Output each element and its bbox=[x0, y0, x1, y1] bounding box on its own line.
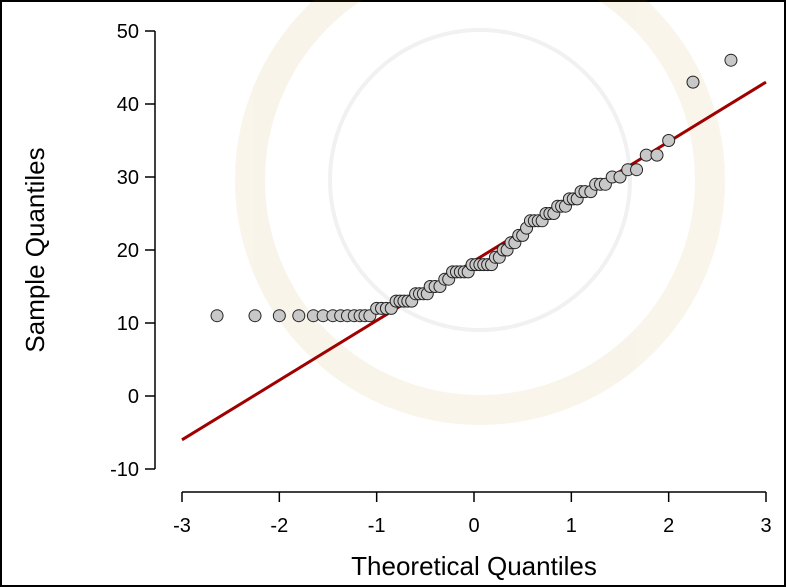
point bbox=[639, 148, 653, 162]
y-tick-label: -10 bbox=[110, 459, 139, 481]
x-tick-label: 1 bbox=[566, 515, 577, 537]
point bbox=[248, 309, 262, 323]
point bbox=[292, 309, 306, 323]
point bbox=[662, 134, 676, 147]
point bbox=[210, 309, 224, 323]
y-tick-label: 30 bbox=[117, 167, 139, 189]
y-tick-label: 20 bbox=[117, 240, 139, 262]
y-axis-title: Sample Quantiles bbox=[20, 147, 50, 352]
x-tick-label: 3 bbox=[760, 515, 771, 537]
point bbox=[272, 309, 286, 323]
x-tick-label: -3 bbox=[173, 515, 191, 537]
x-tick-label: -2 bbox=[270, 515, 288, 537]
watermark bbox=[235, 0, 725, 425]
x-tick-label: 2 bbox=[663, 515, 674, 537]
point bbox=[630, 163, 644, 177]
y-tick-label: 10 bbox=[117, 313, 139, 335]
x-tick-label: 0 bbox=[468, 515, 479, 537]
point bbox=[686, 75, 700, 89]
x-tick-label: -1 bbox=[368, 515, 386, 537]
y-tick-label: 40 bbox=[117, 94, 139, 116]
y-tick-label: 0 bbox=[128, 386, 139, 408]
x-axis-title: Theoretical Quantiles bbox=[351, 551, 597, 581]
point bbox=[724, 53, 738, 67]
point bbox=[650, 148, 664, 162]
y-tick-label: 50 bbox=[117, 21, 139, 43]
